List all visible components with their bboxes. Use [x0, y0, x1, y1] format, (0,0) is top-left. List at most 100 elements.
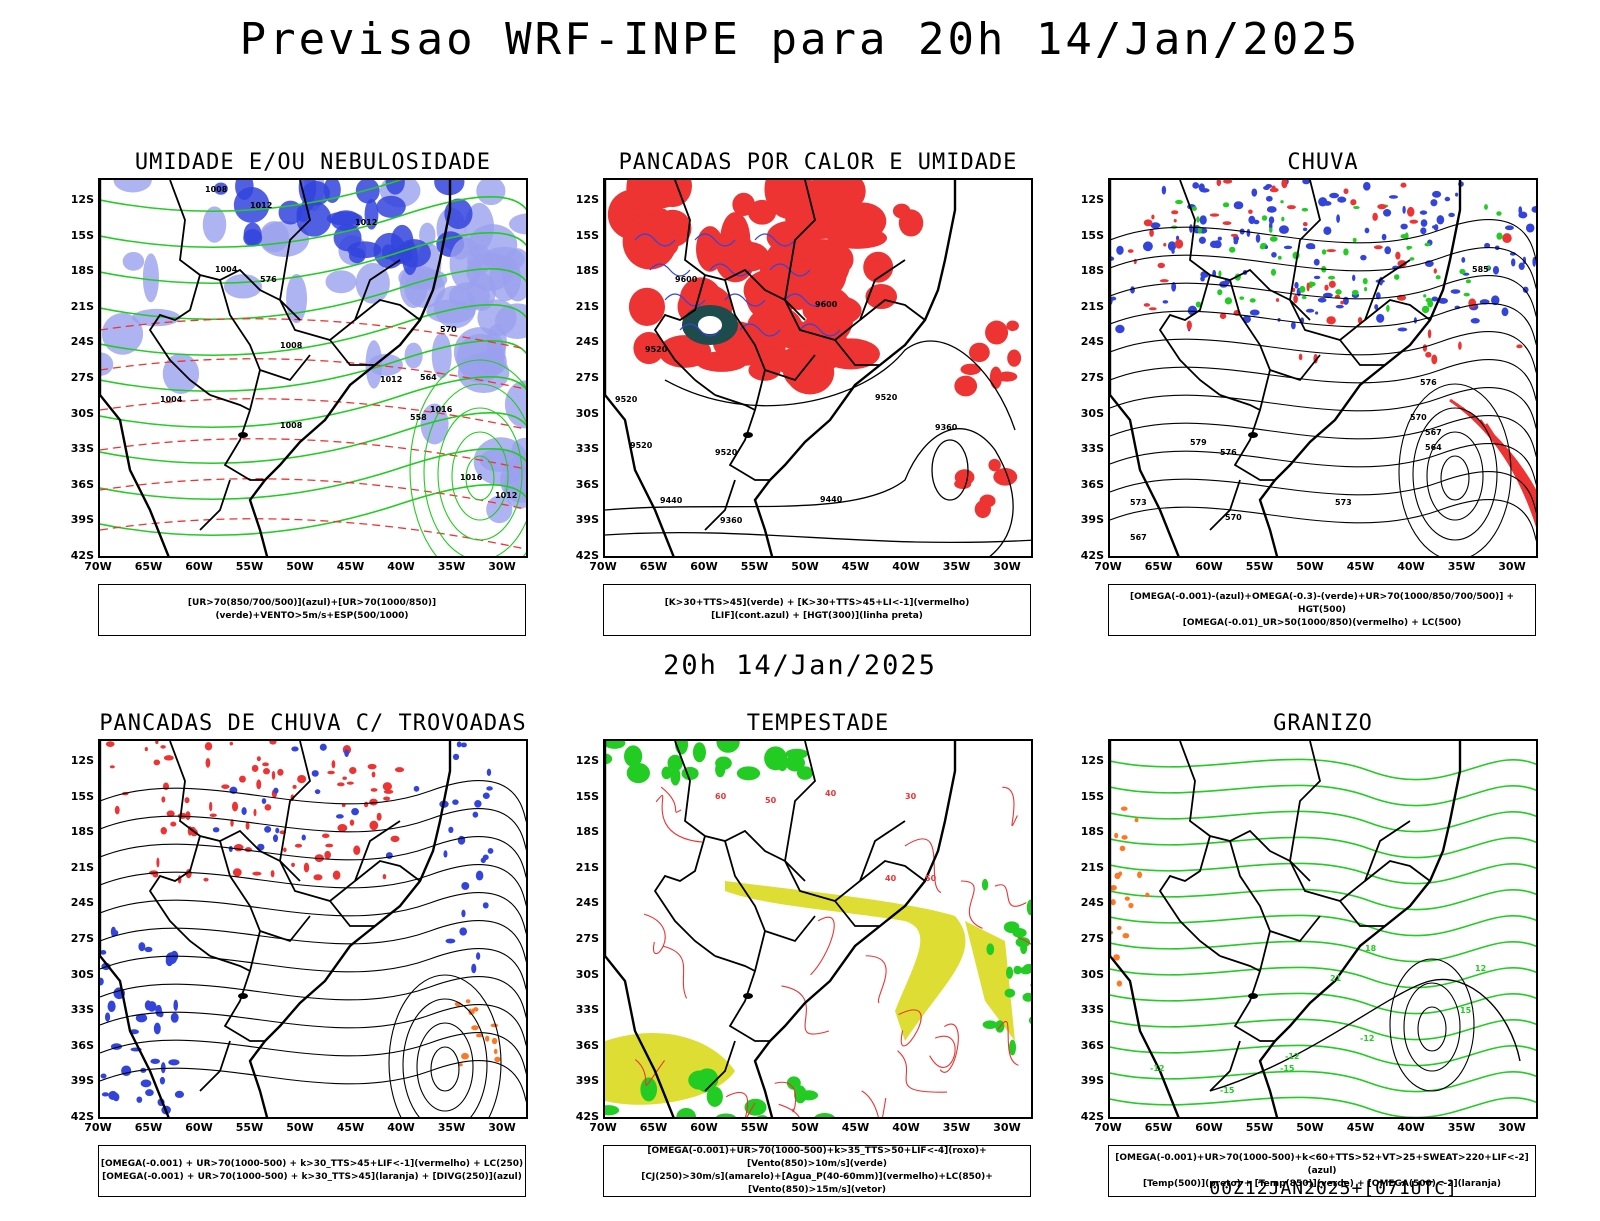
- rain-area-heavy: [1425, 351, 1432, 358]
- thunderstorm-area: [353, 845, 361, 856]
- lon-tick-label: 70W: [84, 1121, 112, 1134]
- rain-area: [1217, 289, 1223, 296]
- contour-label: 1008: [280, 421, 303, 430]
- streamline: [100, 948, 526, 991]
- rain-area-heavy: [1397, 260, 1407, 268]
- lon-tick-label: 30W: [1498, 1121, 1526, 1134]
- border-line: [1364, 860, 1431, 882]
- streamline: [897, 1050, 947, 1093]
- border-line: [148, 835, 211, 957]
- lat-tick-label: 15S: [70, 228, 94, 242]
- rain-area: [1196, 216, 1200, 223]
- thunderstorm-area: [382, 873, 387, 880]
- contour-label: 570: [1225, 513, 1242, 522]
- thunderstorm-area: [153, 759, 161, 766]
- rain-area-heavy: [1326, 316, 1336, 325]
- humidity-area-high: [376, 195, 406, 218]
- lat-tick-label: 42S: [70, 549, 94, 562]
- omega-area: [1249, 309, 1260, 316]
- streamline: [778, 1103, 800, 1117]
- thunderstorm-area: [264, 804, 272, 811]
- height-contour: [605, 531, 1031, 544]
- lat-tick-label: 27S: [575, 932, 599, 945]
- lat-tick-label: 30S: [575, 967, 599, 981]
- omega-area: [1246, 228, 1251, 237]
- omega-area: [1251, 188, 1258, 197]
- omega-area: [1313, 258, 1320, 266]
- thunderstorm-area: [349, 766, 357, 775]
- border-line: [1289, 180, 1321, 301]
- panel-pancadas-calor: PANCADAS POR CALOR E UMIDADE 9600 9600 952…: [576, 150, 1033, 660]
- wind-area: [1028, 1016, 1031, 1025]
- divergence-area: [241, 807, 247, 816]
- border-line: [279, 820, 401, 902]
- rain-area: [1268, 227, 1273, 233]
- humidity-area: [325, 270, 357, 294]
- thunderstorm-area: [144, 746, 148, 752]
- omega-area: [1436, 215, 1445, 225]
- convection-area: [954, 375, 978, 397]
- streamline: [100, 920, 526, 963]
- omega-area: [1397, 327, 1408, 332]
- divergence-area: [101, 1092, 109, 1097]
- rain-area-heavy: [1159, 279, 1169, 283]
- lat-tick-label: 24S: [1080, 335, 1104, 349]
- rain-area-heavy: [1502, 233, 1512, 244]
- thunderstorm-area: [269, 741, 277, 745]
- contour-label: 573: [1335, 498, 1352, 507]
- border-line: [1209, 1040, 1241, 1092]
- lat-tick-label: 12S: [70, 193, 94, 206]
- rain-band: [1484, 423, 1536, 528]
- omega-area: [1171, 282, 1177, 292]
- lat-tick-label: 42S: [575, 1110, 599, 1123]
- omega-area: [1150, 222, 1161, 229]
- border-line: [1364, 299, 1431, 321]
- map-svg-5: -12 -15 -12 12 15 18 21 -12 -15: [1110, 741, 1536, 1117]
- lat-tick-label: 33S: [575, 442, 599, 456]
- border-line: [1289, 259, 1411, 341]
- divergence-area: [100, 950, 107, 955]
- instability-area: [475, 1033, 483, 1038]
- height-contour: [931, 439, 969, 501]
- map-svg-3: [100, 741, 526, 1117]
- lat-tick-label: 18S: [1080, 264, 1104, 278]
- thunderstorm-area: [156, 857, 160, 868]
- omega-area: [1400, 223, 1408, 230]
- contour-label: 1016: [460, 473, 483, 482]
- map-granizo: -12 -15 -12 12 15 18 21 -12 -15: [1108, 739, 1538, 1119]
- lat-tick-label: 21S: [575, 299, 599, 313]
- temp850-contour: [1110, 1096, 1536, 1117]
- contour-label: 18: [1365, 944, 1377, 953]
- contour-label: 579: [1190, 438, 1207, 447]
- divergence-area: [107, 1000, 116, 1013]
- legend-box: [K>30+TTS>45](verde) + [K>30+TTS>45+LI<-…: [603, 584, 1031, 636]
- lon-tick-label: 65W: [134, 1121, 163, 1134]
- divergence-area: [456, 741, 462, 748]
- height-contour: [1426, 431, 1484, 521]
- streamline: [774, 1081, 797, 1113]
- thunderstorm-area: [363, 801, 369, 808]
- border-line: [354, 860, 421, 882]
- thunderstorm-area: [109, 765, 115, 769]
- thunderstorm-area: [270, 870, 275, 878]
- lon-tick-label: 30W: [993, 1121, 1021, 1134]
- omega-area: [1167, 241, 1177, 251]
- omega-area: [1491, 295, 1500, 306]
- thunderstorm-area: [337, 782, 345, 787]
- thunderstorm-area: [292, 784, 297, 789]
- contour-label: 558: [410, 413, 427, 422]
- lat-tick-label: 27S: [70, 371, 94, 384]
- thunderstorm-area: [332, 870, 341, 880]
- border-line: [834, 339, 880, 366]
- rain-area-heavy: [1248, 209, 1253, 214]
- lat-tick-label: 33S: [70, 1003, 94, 1017]
- thunderstorm-area: [291, 862, 295, 867]
- wind-area: [1004, 988, 1016, 998]
- wind-area: [1005, 966, 1014, 979]
- contour-label: 1012: [380, 375, 402, 384]
- thunderstorm-area: [367, 763, 377, 770]
- convection-area: [658, 335, 712, 368]
- thunderstorm-area: [162, 782, 170, 791]
- temp850-contour: [1110, 810, 1536, 833]
- rain-area: [1406, 245, 1413, 250]
